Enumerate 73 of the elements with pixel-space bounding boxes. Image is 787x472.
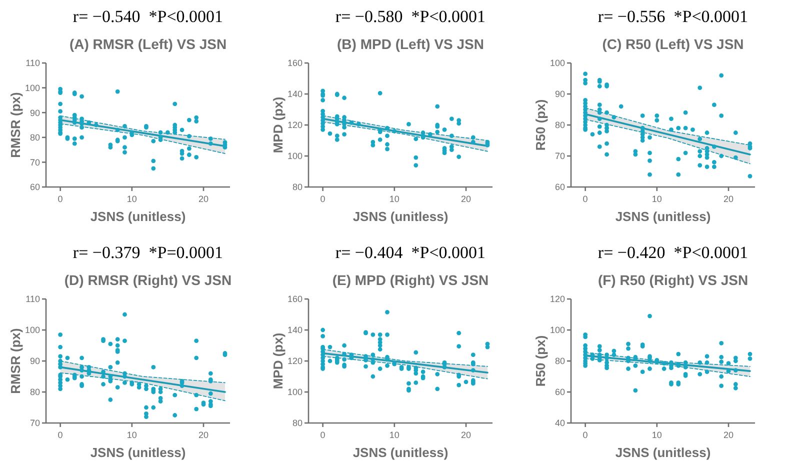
- x-tick-label: 10: [652, 194, 662, 204]
- x-tick-label: 20: [724, 430, 734, 440]
- x-tick-label: 0: [58, 430, 63, 440]
- y-axis-title: MPD (px): [270, 96, 286, 154]
- y-tick-label: 70: [30, 157, 40, 168]
- y-tick-label: 160: [287, 58, 302, 68]
- x-tick-label: 10: [389, 430, 400, 440]
- y-tick-label: 80: [292, 418, 302, 428]
- y-tick-label: 90: [554, 89, 565, 100]
- y-tick-label: 60: [30, 182, 40, 192]
- y-tick-label: 90: [30, 356, 40, 366]
- y-tick-label: 100: [24, 325, 40, 336]
- y-tick-label: 70: [554, 151, 565, 162]
- x-tick-label: 20: [461, 194, 472, 204]
- chart-title: r= −0.580 *P<0.0001: [335, 7, 486, 26]
- y-tick-label: 60: [554, 182, 565, 192]
- chart-title: r= −0.540 *P<0.0001: [72, 7, 224, 26]
- y-tick-label: 80: [292, 182, 302, 192]
- y-tick-label: 100: [550, 58, 565, 68]
- y-tick-label: 80: [554, 356, 565, 366]
- x-axis-title: JSNS (unitless): [615, 209, 711, 224]
- y-tick-label: 100: [24, 82, 40, 93]
- x-tick-label: 20: [461, 430, 472, 440]
- chart-subtitle: (D) RMSR (Right) VS JSN: [64, 272, 232, 288]
- y-axis-title: R50 (px): [533, 99, 548, 151]
- chart-subtitle: (C) R50 (Left) VS JSN: [602, 36, 744, 52]
- y-tick-label: 100: [287, 387, 302, 398]
- chart-title: r= −0.404 *P<0.0001: [335, 243, 486, 262]
- chart-subtitle: (B) MPD (Left) VS JSN: [337, 36, 484, 52]
- y-axis-title: RMSR (px): [8, 92, 23, 158]
- x-tick-label: 0: [582, 430, 588, 440]
- y-axis-title: MPD (px): [270, 332, 286, 390]
- y-tick-label: 120: [287, 120, 302, 130]
- x-axis-title: JSNS (unitless): [90, 209, 186, 224]
- chart-subtitle: (F) R50 (Right) VS JSN: [598, 272, 748, 288]
- y-tick-label: 80: [554, 120, 565, 130]
- x-tick-label: 10: [126, 430, 137, 440]
- y-tick-label: 120: [287, 356, 302, 366]
- x-tick-label: 20: [198, 430, 209, 440]
- x-axis-title: JSNS (unitless): [90, 445, 186, 460]
- y-axis-title: RMSR (px): [8, 328, 23, 394]
- x-tick-label: 20: [724, 194, 734, 204]
- x-tick-label: 10: [652, 430, 662, 440]
- chart-title: r= −0.556 *P<0.0001: [598, 7, 748, 26]
- y-tick-label: 160: [287, 294, 302, 304]
- y-tick-label: 90: [30, 108, 40, 118]
- y-tick-label: 40: [554, 418, 565, 428]
- x-tick-label: 10: [126, 194, 137, 204]
- y-tick-label: 110: [26, 58, 40, 68]
- y-tick-label: 140: [287, 89, 302, 100]
- x-tick-label: 0: [582, 194, 588, 204]
- chart-subtitle: (A) RMSR (Left) VS JSN: [69, 36, 227, 52]
- x-tick-label: 20: [198, 194, 209, 204]
- chart-subtitle: (E) MPD (Right) VS JSN: [332, 272, 489, 288]
- x-axis-title: JSNS (unitless): [615, 445, 711, 460]
- y-tick-label: 70: [30, 418, 40, 428]
- y-tick-label: 140: [287, 325, 302, 336]
- y-tick-label: 100: [287, 151, 302, 162]
- y-tick-label: 100: [550, 325, 565, 336]
- x-axis-title: JSNS (unitless): [352, 445, 448, 460]
- y-tick-label: 110: [26, 294, 40, 304]
- y-tick-label: 80: [30, 387, 40, 398]
- x-tick-label: 0: [320, 430, 326, 440]
- y-tick-label: 120: [550, 294, 565, 304]
- y-tick-label: 60: [554, 387, 565, 398]
- x-tick-label: 0: [58, 194, 63, 204]
- x-tick-label: 0: [320, 194, 326, 204]
- chart-title: r= −0.379 *P=0.0001: [72, 243, 224, 262]
- chart-title: r= −0.420 *P<0.0001: [598, 243, 748, 262]
- y-axis-title: R50 (px): [533, 335, 548, 387]
- x-tick-label: 10: [389, 194, 400, 204]
- y-tick-label: 80: [30, 132, 40, 143]
- x-axis-title: JSNS (unitless): [352, 209, 448, 224]
